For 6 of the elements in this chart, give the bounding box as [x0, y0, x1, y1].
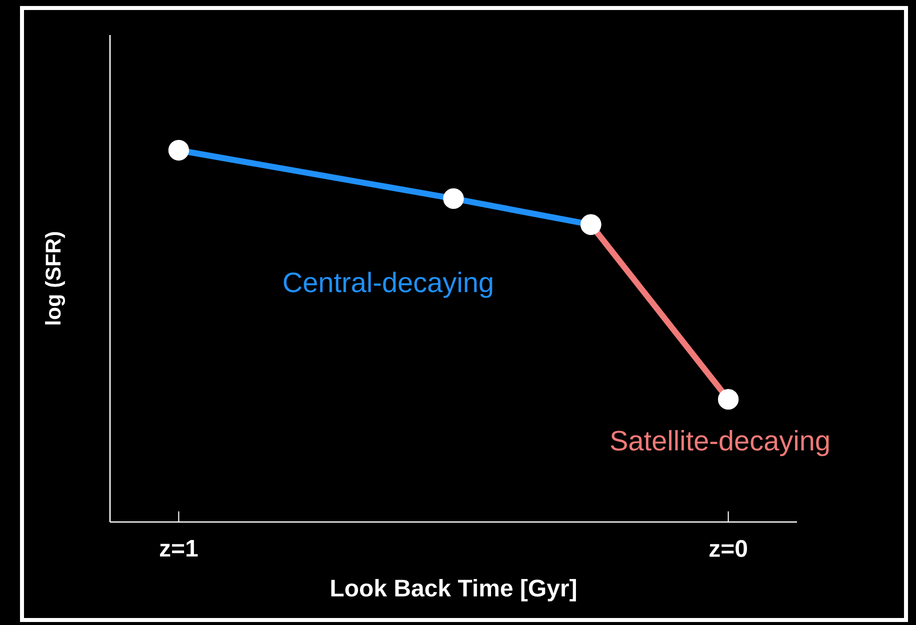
- x-tick-label: z=0: [710, 540, 747, 558]
- x-axis-title: Look Back Time [Gyr]: [331, 578, 576, 602]
- text: Central-decaying: [284, 272, 492, 298]
- x-tick-label: z=1: [160, 540, 198, 557]
- y-axis-title: log (SFR): [45, 232, 66, 324]
- series-label: Satellite-decaying: [610, 430, 829, 456]
